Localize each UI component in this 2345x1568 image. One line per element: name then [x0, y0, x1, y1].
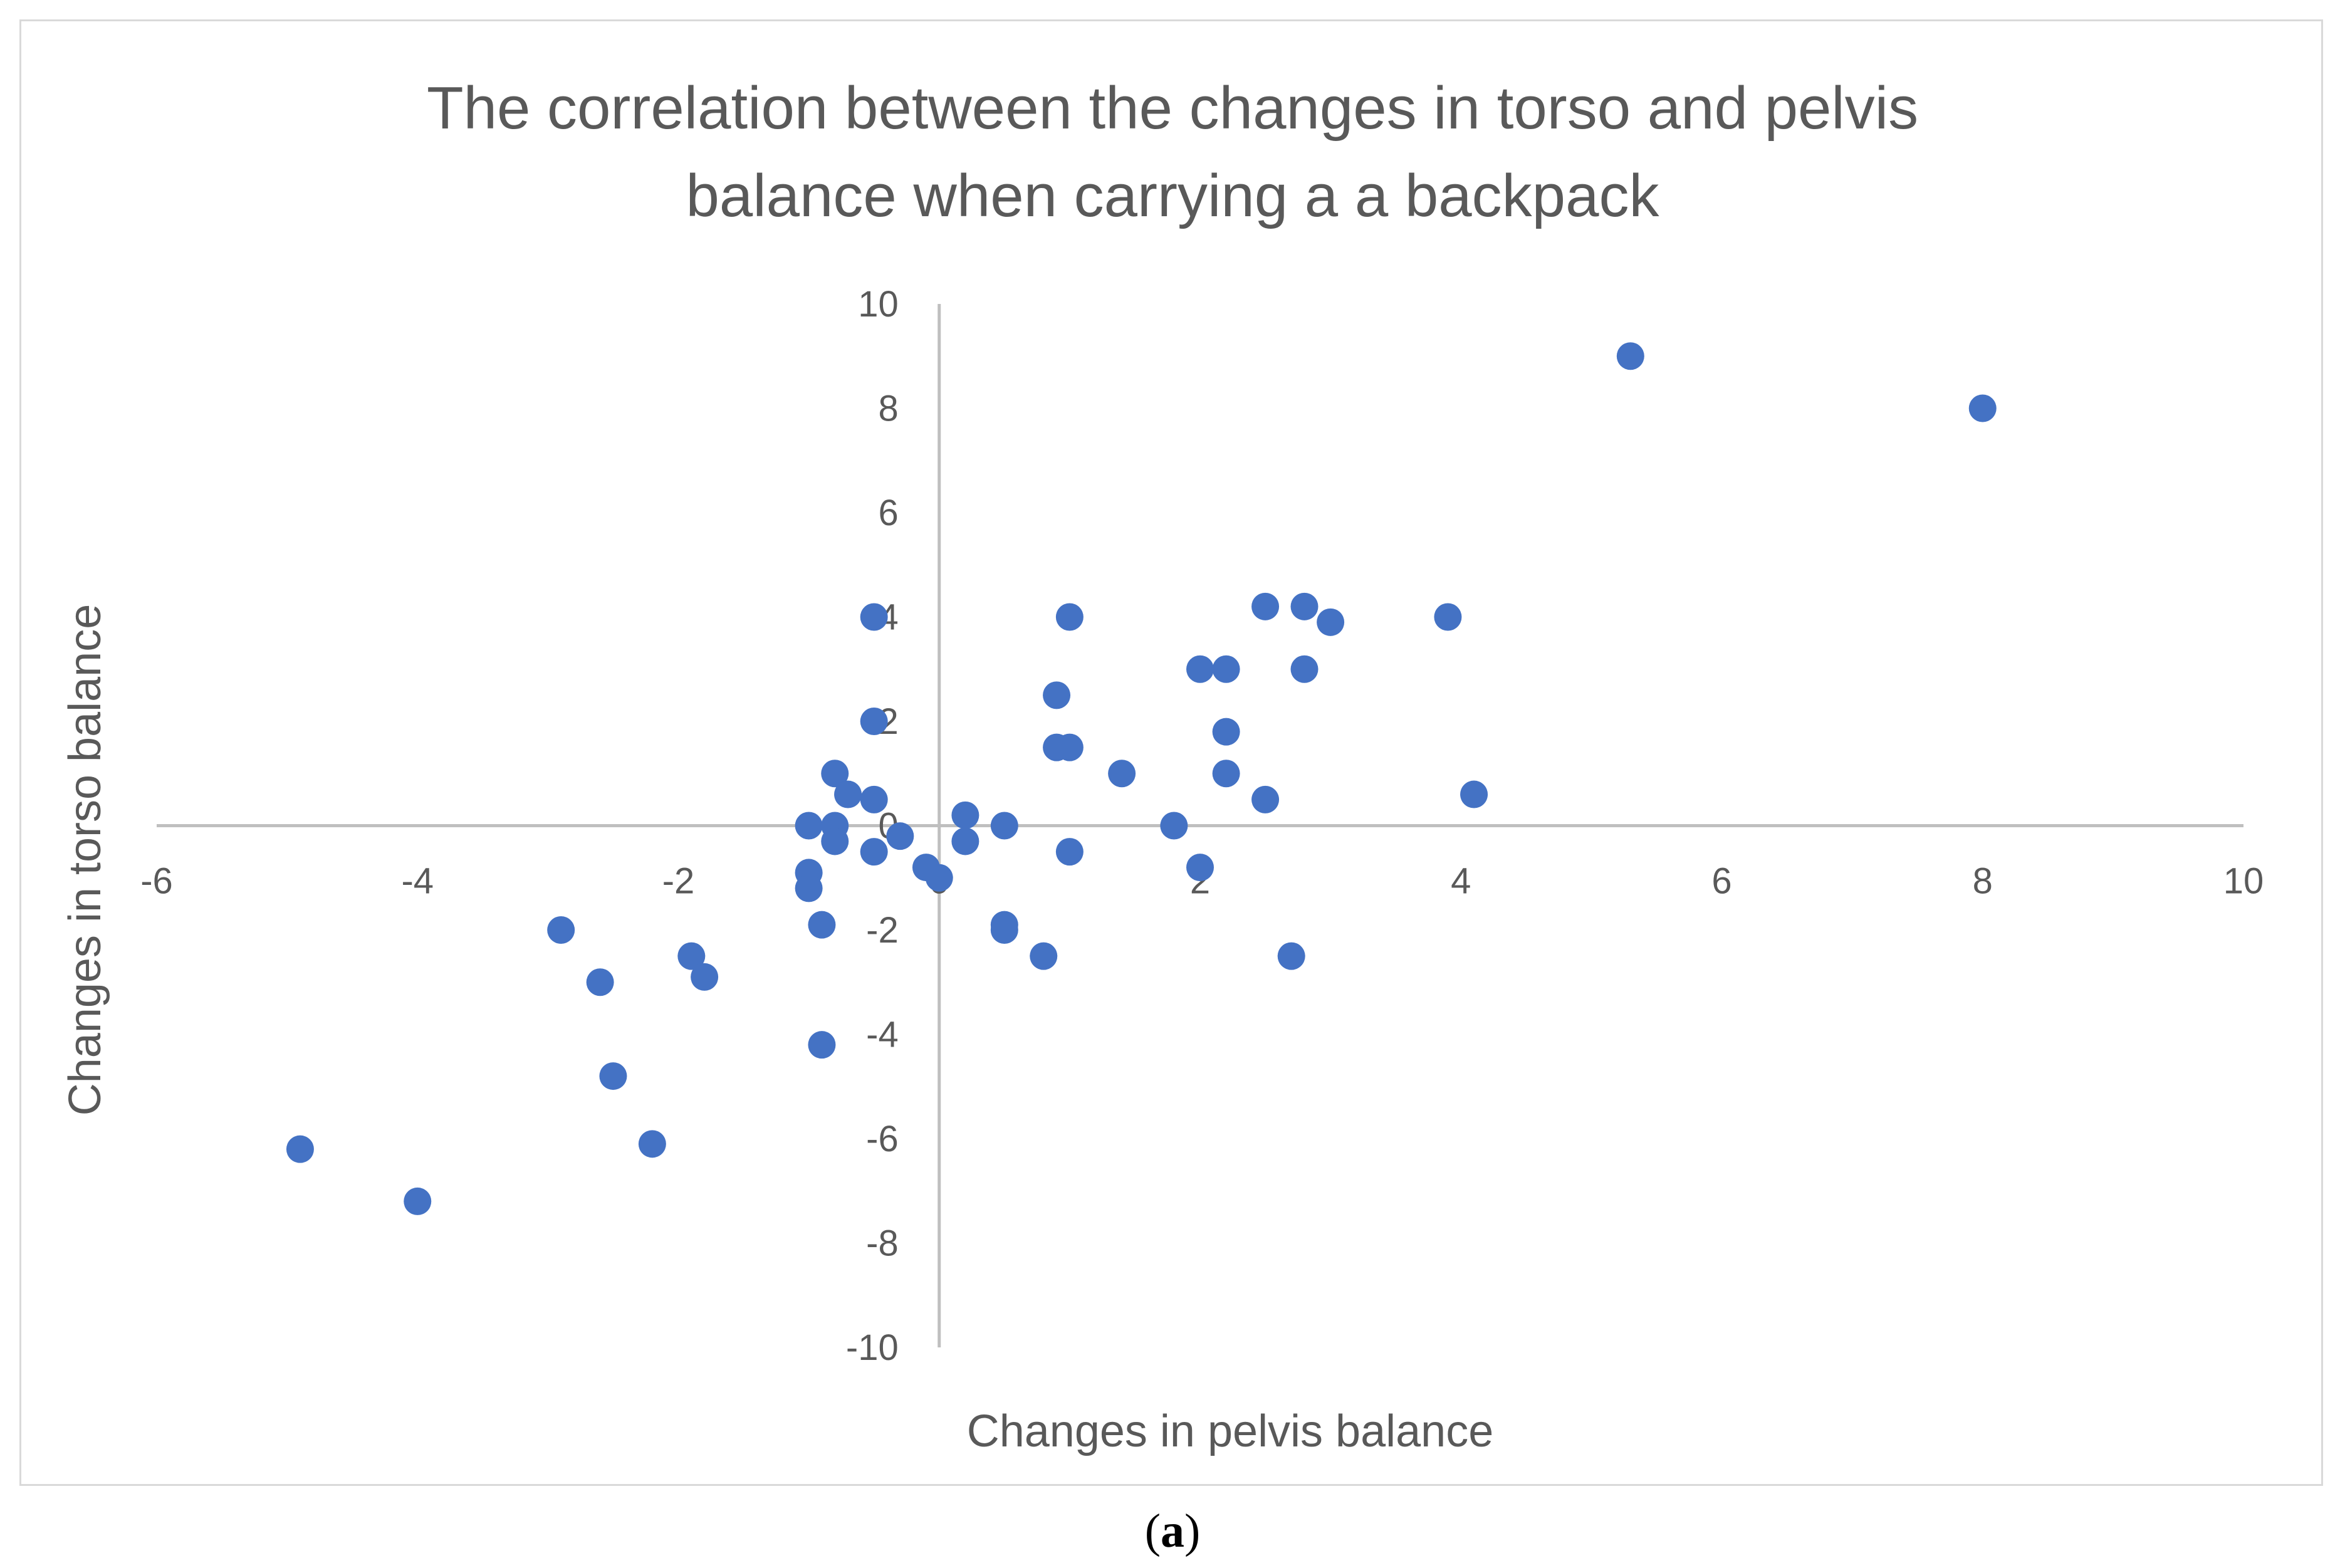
chart-title-line-2: balance when carrying a a backpack — [686, 162, 1660, 229]
data-point — [1055, 733, 1084, 761]
data-point — [951, 827, 979, 855]
data-point — [1317, 608, 1345, 636]
chart-title-line-1: The correlation between the changes in t… — [427, 75, 1918, 142]
x-axis-title: Changes in pelvis balance — [967, 1406, 1494, 1456]
data-point — [951, 801, 979, 829]
x-tick-label: 4 — [1451, 861, 1471, 902]
data-point — [1616, 342, 1644, 370]
x-tick-label: 8 — [1973, 861, 1993, 902]
data-point — [1212, 760, 1240, 788]
data-point — [677, 942, 706, 970]
data-point — [1460, 780, 1488, 808]
data-point — [1212, 718, 1240, 746]
data-point — [1186, 655, 1214, 683]
data-point — [586, 968, 614, 996]
data-point — [1186, 854, 1214, 882]
tick-labels: -6-4-202468101086420-2-4-6-8-10 — [140, 284, 2264, 1368]
data-point — [860, 785, 888, 813]
data-point — [1108, 760, 1136, 788]
figure-caption: (a) — [0, 1504, 2345, 1559]
data-point — [860, 708, 888, 735]
axes — [157, 304, 2243, 1347]
data-point — [1290, 655, 1319, 683]
caption-close-paren: ) — [1184, 1505, 1201, 1557]
data-point — [1043, 681, 1071, 709]
data-point — [886, 822, 914, 850]
caption-open-paren: ( — [1144, 1505, 1161, 1557]
data-point — [1251, 592, 1280, 620]
data-point — [808, 1031, 836, 1059]
data-point — [860, 603, 888, 631]
data-point — [1290, 592, 1319, 620]
y-tick-label: 6 — [878, 493, 898, 533]
data-point — [1055, 603, 1084, 631]
data-point — [860, 838, 888, 866]
x-tick-label: -2 — [662, 861, 695, 902]
y-tick-label: -4 — [866, 1015, 899, 1055]
data-point — [691, 963, 719, 991]
x-tick-label: 6 — [1711, 861, 1731, 902]
data-point — [1055, 838, 1084, 866]
data-point — [834, 780, 862, 808]
y-tick-label: 8 — [878, 389, 898, 429]
data-point — [808, 911, 836, 939]
data-point — [547, 916, 575, 944]
data-point — [821, 760, 849, 788]
data-point — [286, 1135, 314, 1163]
y-axis-title: Changes in torso balance — [60, 604, 110, 1116]
data-point — [404, 1187, 432, 1215]
data-point — [1030, 942, 1058, 970]
data-point — [1277, 942, 1305, 970]
data-point — [638, 1130, 666, 1158]
data-point — [1251, 785, 1280, 813]
y-tick-label: -2 — [866, 910, 899, 951]
data-point — [1160, 812, 1188, 840]
x-tick-label: -4 — [401, 861, 434, 902]
y-tick-label: -8 — [866, 1223, 899, 1264]
data-point — [821, 827, 849, 855]
data-point — [990, 812, 1018, 840]
data-point — [1212, 655, 1240, 683]
x-tick-label: -6 — [140, 861, 173, 902]
y-tick-label: -6 — [866, 1119, 899, 1159]
x-tick-label: 10 — [2223, 861, 2264, 902]
data-point — [795, 812, 823, 840]
y-tick-label: -10 — [846, 1327, 899, 1368]
data-point — [1968, 394, 1997, 422]
caption-letter: a — [1161, 1505, 1184, 1557]
data-points — [286, 342, 1997, 1215]
chart-frame — [19, 19, 2323, 1486]
data-point — [925, 864, 953, 892]
data-point — [990, 916, 1018, 944]
data-point — [1434, 603, 1462, 631]
data-point — [795, 874, 823, 902]
data-point — [599, 1062, 627, 1090]
y-tick-label: 10 — [858, 284, 899, 325]
